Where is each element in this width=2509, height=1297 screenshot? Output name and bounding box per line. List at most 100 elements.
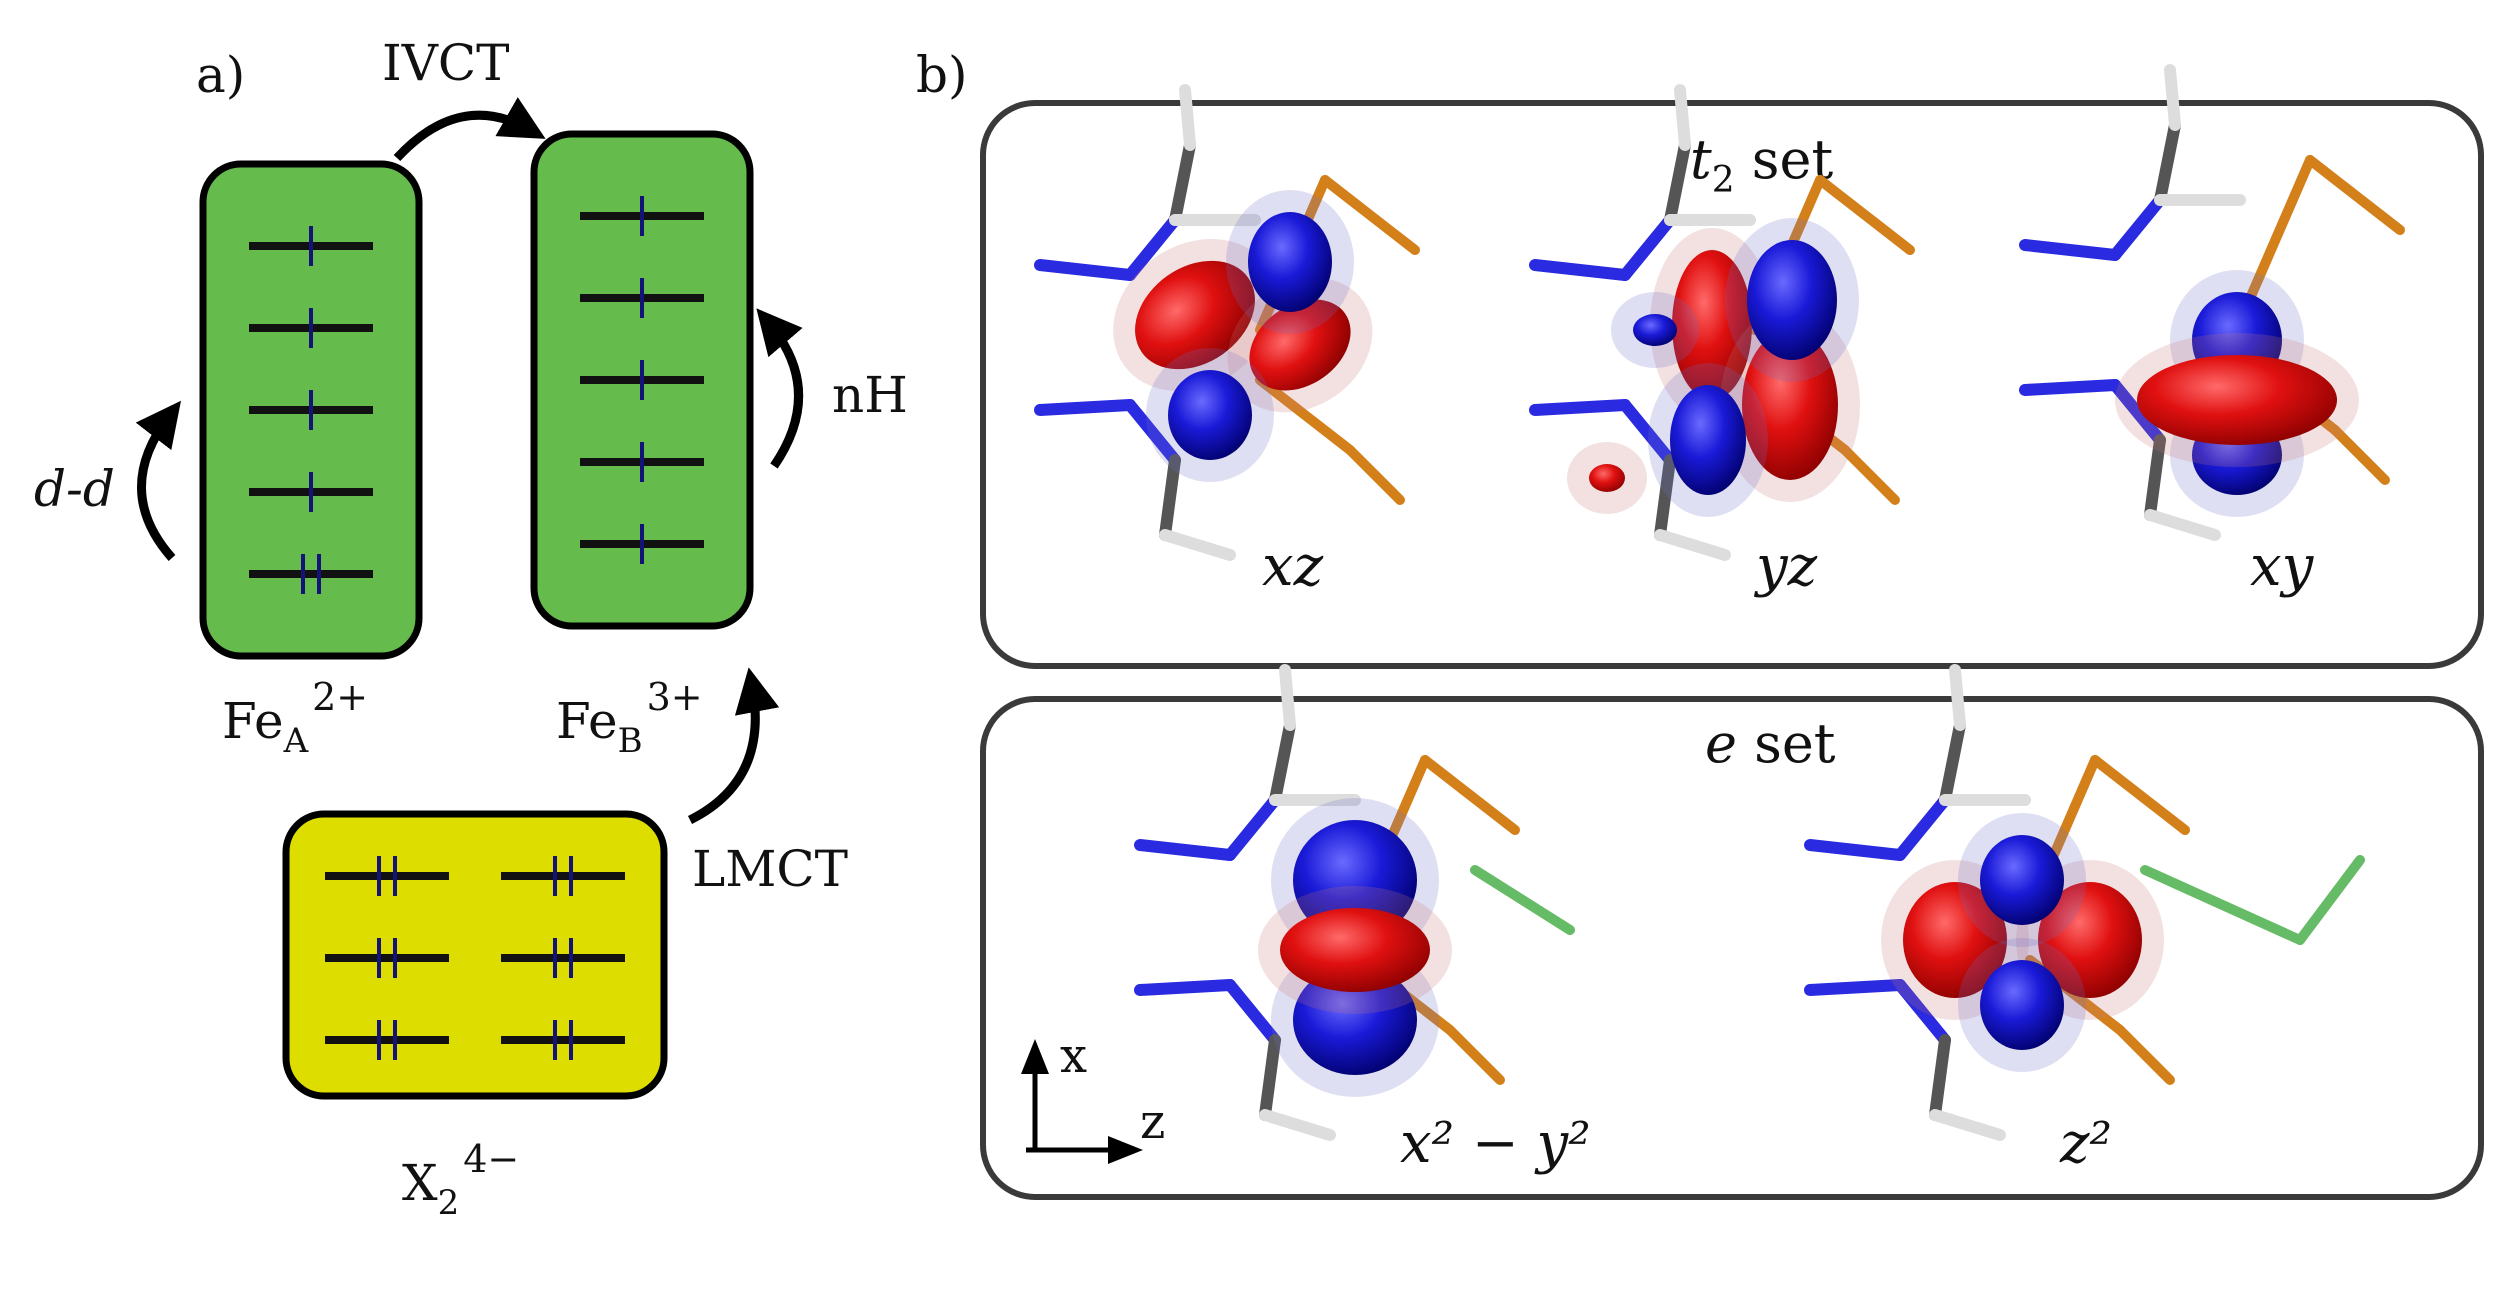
e-mol-2-h-bond bbox=[1929, 1109, 2006, 1141]
e-mol-2-c-bond bbox=[1929, 1034, 1951, 1121]
e-mol-2-n-bond bbox=[1894, 794, 1951, 861]
lobe-x2y2-pos-1 bbox=[1258, 886, 1452, 1014]
fe-a-level-2 bbox=[249, 308, 373, 348]
axes-indicator: x z bbox=[1021, 1028, 1165, 1164]
lobe-xz-neg-2 bbox=[1146, 348, 1274, 482]
e-mol-1-h-bond bbox=[1279, 664, 1296, 731]
x2-label: X24− bbox=[402, 1137, 519, 1223]
t2-mol-1-c-bond bbox=[1159, 454, 1181, 541]
t2-mol-3-n-bond bbox=[2109, 379, 2166, 446]
x2-level-1 bbox=[325, 856, 449, 896]
panel-b-tag: b) bbox=[916, 46, 968, 104]
fe-b-level-4 bbox=[580, 442, 704, 482]
nh-label: nH bbox=[832, 366, 908, 424]
orbital-label-xz: xz bbox=[1262, 534, 1324, 599]
t2-mol-3-h-bond bbox=[2144, 509, 2221, 541]
t2-mol-3-s-bond bbox=[2240, 155, 2315, 315]
lobe-xy-pos-1 bbox=[2115, 333, 2359, 467]
e-mol-2-s-bond bbox=[2090, 755, 2190, 835]
lobe-xz-neg-1 bbox=[1226, 190, 1354, 334]
e-mol-1-c-bond bbox=[1269, 719, 1296, 806]
fe-a-levels bbox=[249, 226, 373, 594]
e-mol-1-h-bond bbox=[1259, 1109, 1336, 1141]
fe-b-levels bbox=[580, 196, 704, 564]
lobe-xz-pos-1 bbox=[1113, 238, 1277, 392]
t2-mol-1-n-bond bbox=[1034, 399, 1136, 416]
lobe-yz-neg-3 bbox=[1611, 292, 1699, 368]
x2-level-3 bbox=[325, 938, 449, 978]
fe-a-label: FeA2+ bbox=[222, 675, 368, 761]
orbital-label-x2-y2: x² − y² bbox=[1400, 1111, 1591, 1176]
t2-mol-1-h-bond bbox=[1179, 84, 1196, 151]
panel-a: a) IVCT d-d nH FeA2+ FeB3+ LMCT X24− bbox=[34, 34, 908, 1223]
ivct-arrow bbox=[393, 97, 546, 162]
panel-a-tag: a) bbox=[196, 46, 245, 104]
e-mol-1-n-bond bbox=[1134, 839, 1236, 861]
t2-mol-1-n-bond bbox=[1034, 259, 1136, 281]
t2-mol-2-s-bond bbox=[1840, 445, 1900, 505]
fe-b-level-5 bbox=[580, 524, 704, 564]
t2-mol-1-s-bond bbox=[1255, 375, 1355, 455]
t2-mol-1-s-bond bbox=[1320, 175, 1420, 255]
e-mol-1-n-bond bbox=[1134, 979, 1236, 996]
orbital-label-yz: yz bbox=[1753, 534, 1818, 599]
t2-mol-3-s-bond bbox=[2330, 425, 2390, 485]
lobe-yz-neg-1 bbox=[1725, 218, 1859, 382]
e-mol-2-cl-bond bbox=[2140, 865, 2305, 945]
molecular-orbital-renderings bbox=[1034, 64, 2405, 1141]
fe-a-level-5 bbox=[249, 554, 373, 594]
t2-mol-3-n-bond bbox=[2019, 379, 2121, 396]
lmct-arrow bbox=[687, 667, 780, 825]
lobe-yz-pos-3 bbox=[1567, 442, 1647, 514]
t2-mol-2-s-bond bbox=[1815, 175, 1915, 255]
fe-b-label: FeB3+ bbox=[556, 675, 703, 761]
t2-mol-2-n-bond bbox=[1529, 399, 1631, 416]
t2-mol-2-c-bond bbox=[1664, 139, 1691, 226]
e-mol-1-s-bond bbox=[1420, 755, 1520, 835]
e-mol-2-cl-bond bbox=[2295, 855, 2365, 945]
t2-mol-2-h-bond bbox=[1674, 84, 1691, 151]
lobe-z2-neg-1 bbox=[1958, 813, 2086, 947]
dd-arrow bbox=[135, 400, 182, 561]
x2-level-4 bbox=[501, 938, 625, 978]
e-mol-1-cl-bond bbox=[1470, 865, 1575, 935]
e-mol-1-s-bond bbox=[1445, 1025, 1505, 1085]
ivct-label: IVCT bbox=[382, 34, 509, 92]
x2-levels bbox=[325, 856, 625, 1060]
e-mol-1-n-bond bbox=[1224, 794, 1281, 861]
orbital-label-xy: xy bbox=[2250, 534, 2315, 599]
fe-b-level-3 bbox=[580, 360, 704, 400]
t2-mol-1-c-bond bbox=[1169, 139, 1196, 226]
e-mol-2-c-bond bbox=[1939, 719, 1966, 806]
lmct-label: LMCT bbox=[692, 840, 848, 898]
t2-mol-3-s-bond bbox=[2305, 155, 2405, 235]
lobe-xz-pos-2 bbox=[1227, 277, 1373, 413]
fe-a-level-4 bbox=[249, 472, 373, 512]
t2-mol-1-s-bond bbox=[1345, 445, 1405, 505]
t2-mol-3-n-bond bbox=[2019, 239, 2121, 261]
e-mol-2-n-bond bbox=[1804, 979, 1906, 996]
t2-mol-3-h-bond bbox=[2164, 64, 2181, 131]
t2-mol-2-n-bond bbox=[1619, 214, 1676, 281]
axis-x-label: x bbox=[1060, 1028, 1087, 1084]
t2-mol-3-c-bond bbox=[2144, 434, 2166, 521]
lobe-yz-pos-2 bbox=[1720, 308, 1860, 502]
lobe-yz-neg-2 bbox=[1648, 363, 1768, 517]
t2-mol-3-c-bond bbox=[2154, 119, 2181, 206]
axis-z-label: z bbox=[1140, 1094, 1165, 1150]
fe-a-level-1 bbox=[249, 226, 373, 266]
fe-b-level-2 bbox=[580, 278, 704, 318]
t2-mol-2-n-bond bbox=[1619, 399, 1676, 466]
panel-b: b) t2 set e set xz yz xy x² − y² z² x z bbox=[916, 46, 2484, 1200]
x2-level-6 bbox=[501, 1020, 625, 1060]
t2-mol-1-n-bond bbox=[1124, 214, 1181, 281]
x2-level-2 bbox=[501, 856, 625, 896]
fe-a-level-3 bbox=[249, 390, 373, 430]
t2-mol-1-n-bond bbox=[1124, 399, 1181, 466]
t2-mol-2-h-bond bbox=[1654, 529, 1731, 561]
e-title: e set bbox=[1705, 712, 1836, 775]
orbital-label-z2: z² bbox=[2059, 1111, 2112, 1176]
e-mol-2-n-bond bbox=[1894, 979, 1951, 1046]
t2-mol-2-c-bond bbox=[1654, 454, 1676, 541]
t2-mol-3-n-bond bbox=[2109, 194, 2166, 261]
